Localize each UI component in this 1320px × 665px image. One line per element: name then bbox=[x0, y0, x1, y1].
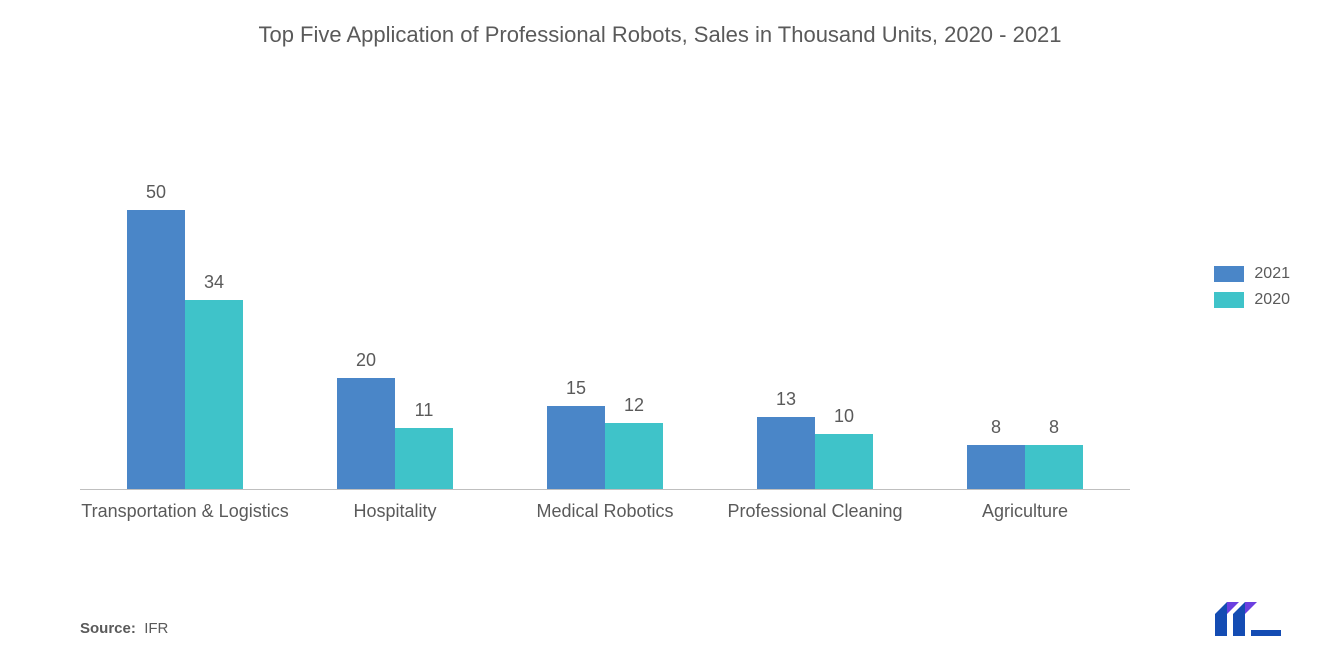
legend-item: 2020 bbox=[1214, 291, 1290, 309]
bar-value-label: 34 bbox=[204, 272, 224, 293]
bar: 13 bbox=[757, 417, 815, 490]
bar-value-label: 20 bbox=[356, 350, 376, 371]
bar: 8 bbox=[1025, 445, 1083, 490]
legend-label: 2021 bbox=[1254, 265, 1290, 283]
bar: 10 bbox=[815, 434, 873, 490]
bar: 15 bbox=[547, 406, 605, 490]
category-label: Professional Cleaning bbox=[710, 500, 920, 523]
source-attribution: Source: IFR bbox=[80, 620, 168, 637]
source-text: IFR bbox=[144, 620, 168, 637]
bar: 20 bbox=[337, 378, 395, 490]
legend-label: 2020 bbox=[1254, 291, 1290, 309]
bar: 50 bbox=[127, 210, 185, 490]
bar-group: 1310 bbox=[710, 417, 920, 490]
bar-value-label: 50 bbox=[146, 182, 166, 203]
legend: 2021 2020 bbox=[1214, 265, 1290, 317]
legend-swatch bbox=[1214, 266, 1244, 282]
bar-value-label: 15 bbox=[566, 378, 586, 399]
bar-group: 88 bbox=[920, 445, 1130, 490]
legend-swatch bbox=[1214, 292, 1244, 308]
bar-value-label: 12 bbox=[624, 395, 644, 416]
bar-value-label: 10 bbox=[834, 406, 854, 427]
bar-group: 1512 bbox=[500, 406, 710, 490]
bar-value-label: 8 bbox=[1049, 417, 1059, 438]
category-label: Agriculture bbox=[920, 500, 1130, 523]
legend-item: 2021 bbox=[1214, 265, 1290, 283]
bar: 8 bbox=[967, 445, 1025, 490]
bar-value-label: 8 bbox=[991, 417, 1001, 438]
bar: 34 bbox=[185, 300, 243, 490]
bar-group: 5034 bbox=[80, 210, 290, 490]
bar-group: 2011 bbox=[290, 378, 500, 490]
source-prefix: Source: bbox=[80, 620, 136, 637]
chart-plot-area: 503420111512131088 Transportation & Logi… bbox=[80, 160, 1130, 490]
brand-logo bbox=[1213, 600, 1285, 643]
bar: 12 bbox=[605, 423, 663, 490]
bar-value-label: 11 bbox=[415, 400, 434, 421]
chart-title: Top Five Application of Professional Rob… bbox=[0, 0, 1320, 50]
category-label: Transportation & Logistics bbox=[80, 500, 290, 523]
category-label: Hospitality bbox=[290, 500, 500, 523]
bar: 11 bbox=[395, 428, 453, 490]
category-label: Medical Robotics bbox=[500, 500, 710, 523]
bar-value-label: 13 bbox=[776, 389, 796, 410]
